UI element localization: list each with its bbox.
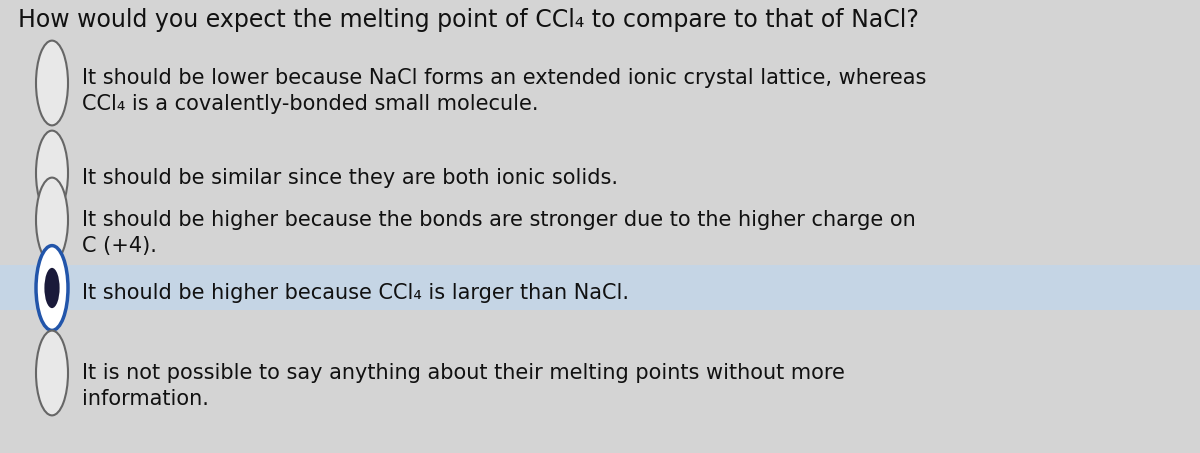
- Text: It should be higher because CCl₄ is larger than NaCl.: It should be higher because CCl₄ is larg…: [82, 283, 629, 303]
- Text: How would you expect the melting point of CCl₄ to compare to that of NaCl?: How would you expect the melting point o…: [18, 8, 919, 32]
- Ellipse shape: [44, 268, 60, 308]
- Bar: [0, 265, 1200, 310]
- Ellipse shape: [36, 246, 68, 330]
- Text: It should be similar since they are both ionic solids.: It should be similar since they are both…: [82, 168, 618, 188]
- Ellipse shape: [36, 178, 68, 262]
- Ellipse shape: [36, 130, 68, 215]
- Ellipse shape: [36, 331, 68, 415]
- Text: It should be lower because NaCl forms an extended ionic crystal lattice, whereas: It should be lower because NaCl forms an…: [82, 68, 926, 114]
- Text: It should be higher because the bonds are stronger due to the higher charge on
C: It should be higher because the bonds ar…: [82, 210, 916, 255]
- Text: It is not possible to say anything about their melting points without more
infor: It is not possible to say anything about…: [82, 363, 845, 409]
- Ellipse shape: [36, 41, 68, 125]
